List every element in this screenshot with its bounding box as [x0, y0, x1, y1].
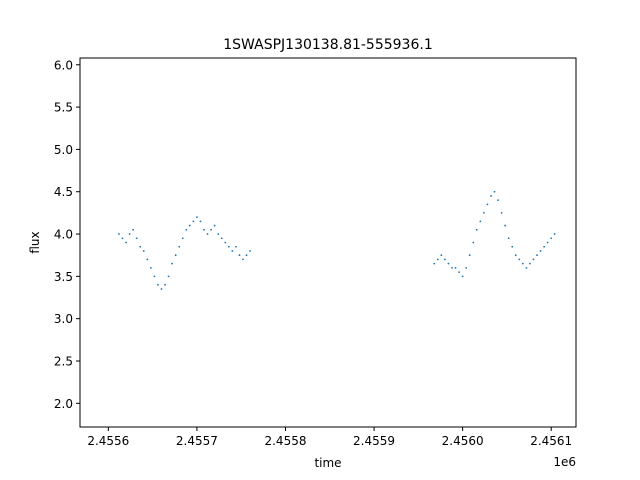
data-point — [238, 254, 241, 257]
data-point — [550, 237, 553, 240]
data-point — [536, 254, 538, 257]
x-axis-offset-label: 1e6 — [553, 455, 576, 469]
data-point — [504, 224, 507, 227]
data-point — [249, 250, 251, 252]
data-point — [461, 275, 464, 278]
y-tick-label: 6.0 — [54, 58, 73, 72]
data-point — [188, 224, 191, 227]
data-point — [475, 228, 478, 231]
data-point — [539, 250, 542, 252]
y-tick-label: 5.5 — [54, 101, 73, 115]
data-point — [242, 258, 244, 261]
data-point — [174, 254, 177, 257]
data-point — [178, 245, 181, 248]
data-point — [149, 266, 152, 269]
data-point — [128, 233, 131, 235]
data-point — [146, 258, 149, 261]
data-point — [171, 262, 174, 265]
data-point — [493, 190, 496, 193]
plot-frame — [79, 57, 577, 428]
data-point — [199, 220, 202, 223]
data-point — [507, 237, 510, 240]
data-point — [525, 266, 528, 269]
data-point — [118, 233, 120, 235]
data-point — [454, 266, 457, 269]
data-point — [210, 228, 212, 231]
data-point — [227, 245, 230, 248]
data-point — [164, 283, 166, 286]
data-point — [440, 254, 443, 257]
x-tick-label: 2.4558 — [264, 434, 306, 448]
x-tick-label: 2.4560 — [442, 434, 484, 448]
data-point — [518, 258, 521, 261]
data-point — [203, 228, 205, 231]
y-tick-label: 5.0 — [54, 143, 73, 157]
data-point — [135, 237, 138, 240]
data-point — [514, 254, 517, 257]
x-tick-label: 2.4557 — [176, 434, 218, 448]
data-point — [142, 250, 145, 252]
data-point — [490, 195, 492, 197]
data-point — [132, 228, 135, 231]
data-point — [153, 275, 156, 278]
y-tick-label: 4.0 — [54, 228, 73, 242]
data-point — [139, 245, 142, 248]
data-point — [167, 275, 170, 278]
x-tick-label: 2.4561 — [530, 434, 572, 448]
data-point — [436, 258, 439, 261]
data-point — [543, 245, 546, 248]
data-point — [521, 262, 524, 265]
data-point — [220, 237, 223, 240]
data-point — [511, 245, 514, 248]
data-point — [482, 211, 485, 214]
y-tick-label: 2.5 — [54, 354, 73, 368]
data-point — [121, 237, 124, 240]
data-point — [529, 262, 531, 265]
data-point — [458, 271, 460, 274]
data-point — [157, 283, 159, 286]
data-point — [546, 241, 549, 244]
data-point — [451, 266, 453, 269]
data-point — [213, 224, 216, 227]
data-point — [447, 262, 450, 265]
data-point — [224, 241, 227, 244]
data-points — [118, 190, 556, 290]
chart-title: 1SWASPJ130138.81-555936.1 — [223, 37, 432, 53]
data-point — [433, 262, 436, 265]
data-point — [444, 258, 446, 261]
data-point — [125, 241, 127, 244]
y-tick-label: 2.0 — [54, 397, 73, 411]
data-point — [479, 220, 482, 223]
x-axis-label: time — [314, 456, 341, 470]
data-point — [181, 237, 184, 240]
data-point — [553, 233, 556, 235]
x-tick-label: 2.4556 — [87, 434, 129, 448]
data-point — [500, 211, 503, 214]
data-point — [160, 288, 163, 290]
data-point — [185, 228, 188, 231]
data-point — [532, 258, 535, 261]
data-point — [234, 245, 237, 248]
data-point — [196, 216, 198, 219]
y-axis-label: flux — [28, 231, 42, 253]
x-tick-label: 2.4559 — [353, 434, 395, 448]
y-tick-label: 3.5 — [54, 270, 73, 284]
y-tick-label: 3.0 — [54, 312, 73, 326]
data-point — [497, 199, 499, 202]
data-point — [217, 233, 220, 235]
data-point — [465, 266, 468, 269]
data-point — [472, 241, 475, 244]
y-axis-ticks: 2.0 2.5 3.0 3.5 4.0 4.5 5.0 5.5 6.0 — [54, 58, 80, 411]
y-tick-label: 4.5 — [54, 185, 73, 199]
x-axis-ticks: 2.4556 2.4557 2.4558 2.4559 2.4560 2.4561 — [87, 427, 572, 448]
data-point — [486, 203, 489, 206]
data-point — [468, 254, 471, 257]
data-point — [231, 250, 234, 252]
data-point — [192, 220, 195, 223]
data-point — [206, 233, 209, 235]
data-point — [245, 254, 248, 257]
